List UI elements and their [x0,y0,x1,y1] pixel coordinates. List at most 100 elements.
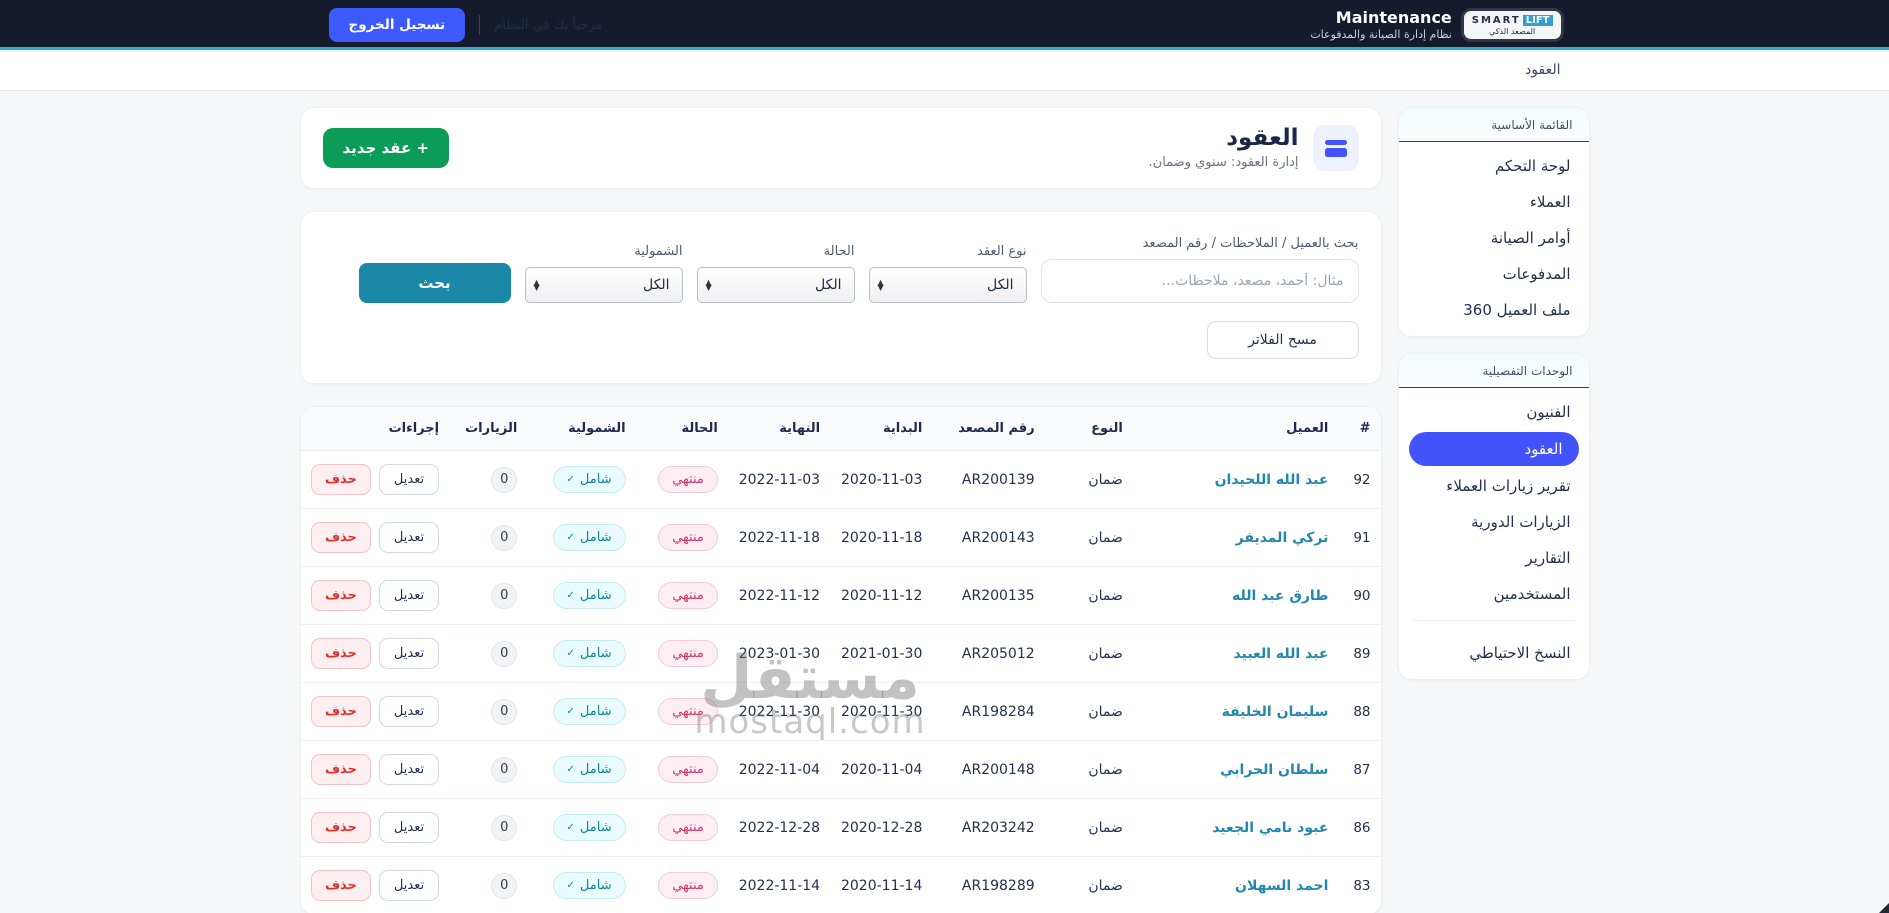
new-contract-button[interactable]: + عقد جديد [322,128,449,168]
delete-button[interactable]: حذف [310,580,371,611]
coverage-label: الشمولية [634,244,683,259]
sidebar-item-technicians[interactable]: الفنيون [1526,403,1571,421]
client-link[interactable]: سلطان الحرابي [1220,761,1329,778]
sidebar-primary-title: القائمة الأساسية [1398,108,1589,142]
status-badge: منتهي [658,698,718,725]
sidebar-item-reports[interactable]: التقارير [1525,549,1571,567]
table-row: 91 تركي المديفر ضمان AR200143 2020-11-18 2022… [300,508,1381,567]
logout-button[interactable]: تسجيل الخروج [328,8,466,42]
app-title: Maintenance [1335,8,1452,28]
page-title: العقود [1226,125,1299,152]
column-header: # [1338,407,1381,451]
coverage-badge: شامل ✓ [552,582,626,609]
client-link[interactable]: طارق عبد الله [1231,587,1329,604]
sidebar-item-dashboard[interactable]: لوحة التحكم [1494,157,1571,175]
coverage-badge: شامل ✓ [552,466,626,493]
visits-count: 0 [491,640,518,667]
end-date: 2022-11-12 [738,587,821,604]
status-select[interactable]: الكل ▲ ▼ [696,267,855,303]
sidebar-item-maintenance-orders[interactable]: أوامر الصيانة [1490,229,1571,247]
start-date: 2020-11-03 [840,471,923,488]
delete-button[interactable]: حذف [310,870,371,901]
search-field: بحث بالعميل / الملاحظات / رقم المصعد [1040,236,1359,303]
edit-button[interactable]: تعديل [378,754,440,785]
end-date: 2022-11-30 [738,703,821,720]
client-link[interactable]: احمد السهلان [1235,877,1329,894]
contracts-table-body: 92 عبد الله اللحيدان ضمان AR200139 2020-11-0… [300,451,1381,913]
elevator-number: AR200143 [961,529,1035,546]
elevator-number: AR200148 [961,761,1035,778]
sidebar-item-clients[interactable]: العملاء [1529,193,1571,211]
end-date: 2022-11-03 [738,471,821,488]
client-link[interactable]: عبود نامي الجعيد [1212,819,1329,836]
column-header: رقم المصعد [932,407,1045,451]
visits-count: 0 [491,814,518,841]
table-row: 92 عبد الله اللحيدان ضمان AR200139 2020-11-0… [301,451,1381,509]
check-icon: ✓ [566,532,575,543]
elevator-number: AR205012 [961,645,1035,662]
logo-lift-text: LIFT [1522,14,1553,26]
contracts-icon [1312,125,1359,171]
clear-filters-button[interactable]: مسح الفلاتر [1206,321,1359,359]
end-date: 2022-11-14 [738,877,821,894]
sidebar-item-backup[interactable]: النسخ الاحتياطي [1469,644,1571,662]
status-badge: منتهي [658,466,718,493]
coverage-select[interactable]: الكل ▲ ▼ [524,267,683,303]
client-link[interactable]: عبد الله اللحيدان [1214,471,1329,488]
edit-button[interactable]: تعديل [378,522,440,553]
contract-type-label: نوع العقد [977,244,1027,259]
sidebar-item-contracts[interactable]: العقود [1408,432,1579,466]
contract-type-select[interactable]: الكل ▲ ▼ [868,267,1027,303]
sidebar-item-periodic-visits[interactable]: الزيارات الدورية [1471,513,1571,531]
row-id: 87 [1353,761,1371,778]
contract-type: ضمان [1088,877,1123,894]
elevator-number: AR198284 [961,703,1035,720]
delete-button[interactable]: حذف [310,754,371,785]
check-icon: ✓ [566,822,575,833]
check-icon: ✓ [566,590,575,601]
sidebar-item-users[interactable]: المستخدمين [1493,585,1571,603]
contract-type: ضمان [1088,761,1123,778]
sidebar-detailed-card: الوحدات التفصيلية الفنيون العقود تقرير زيا… [1397,353,1590,680]
edit-button[interactable]: تعديل [378,696,440,727]
edit-button[interactable]: تعديل [378,812,440,843]
client-link[interactable]: سليمان الخليفة [1221,703,1329,720]
breadcrumb-bar: العقود [0,50,1889,91]
start-date: 2020-12-28 [840,819,923,836]
search-input[interactable] [1040,259,1359,303]
edit-button[interactable]: تعديل [378,580,440,611]
status-badge: منتهي [658,756,718,783]
elevator-number: AR198289 [961,877,1035,894]
contract-type: ضمان [1088,587,1123,604]
sidebar-item-client-360[interactable]: ملف العميل 360 [1463,301,1571,319]
visits-count: 0 [491,698,518,725]
sidebar: القائمة الأساسية لوحة التحكم العملاء أوامر… [1397,107,1590,680]
table-row: 86 عبود نامي الجعيد ضمان AR203242 2020-12-28… [300,798,1381,857]
delete-button[interactable]: حذف [310,696,371,727]
edit-button[interactable]: تعديل [378,464,440,495]
column-header: الزيارات [449,407,528,451]
delete-button[interactable]: حذف [310,464,371,495]
start-date: 2021-01-30 [840,645,923,662]
client-link[interactable]: تركي المديفر [1235,529,1329,546]
client-link[interactable]: عبد الله العبيد [1233,645,1329,662]
edit-button[interactable]: تعديل [378,638,440,669]
search-button[interactable]: بحث [358,263,511,303]
coverage-badge: شامل ✓ [552,698,626,725]
visits-count: 0 [491,756,518,783]
status-label: الحالة [823,244,855,259]
contract-type: ضمان [1088,529,1123,546]
sidebar-item-payments[interactable]: المدفوعات [1502,265,1571,283]
contract-type-field: نوع العقد الكل ▲ ▼ [868,244,1027,303]
sidebar-item-client-visits-report[interactable]: تقرير زيارات العملاء [1446,477,1571,495]
visits-count: 0 [491,524,518,551]
app-subtitle: نظام إدارة الصيانة والمدفوعات [1310,27,1452,41]
delete-button[interactable]: حذف [310,638,371,669]
edit-button[interactable]: تعديل [378,870,440,901]
column-header: البداية [830,407,933,451]
row-id: 88 [1353,703,1371,720]
coverage-badge: شامل ✓ [552,872,626,899]
row-id: 92 [1353,471,1371,488]
delete-button[interactable]: حذف [310,522,371,553]
delete-button[interactable]: حذف [310,812,371,843]
